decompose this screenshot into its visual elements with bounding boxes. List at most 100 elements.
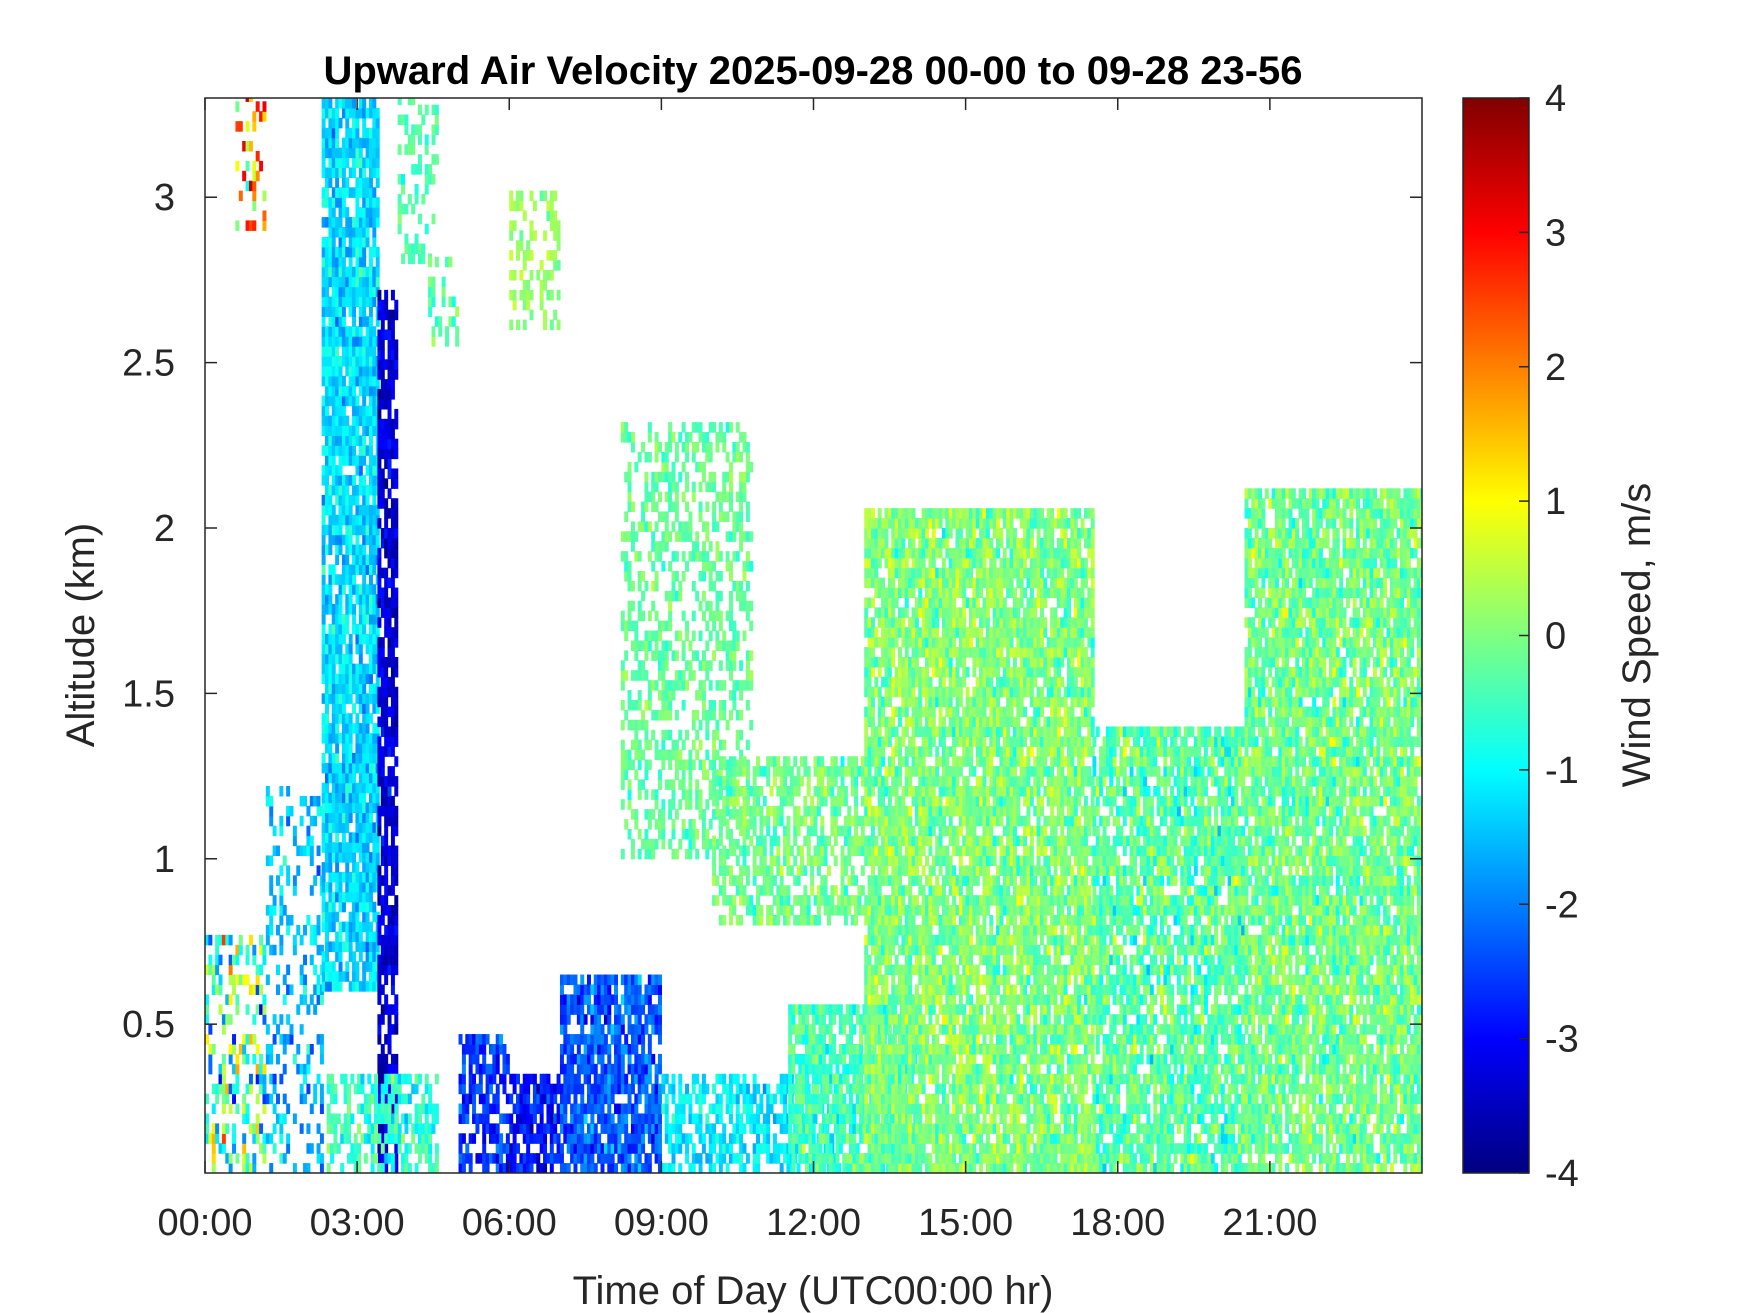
heatmap-cell	[728, 795, 733, 807]
heatmap-cell	[815, 1014, 820, 1025]
heatmap-cell	[325, 147, 329, 159]
heatmap-cell	[325, 683, 329, 694]
heatmap-cell	[348, 494, 353, 506]
heatmap-cell	[808, 1024, 813, 1035]
heatmap-cell	[380, 845, 385, 857]
heatmap-cell	[390, 934, 395, 946]
heatmap-cell	[685, 432, 690, 443]
heatmap-cell	[368, 504, 373, 516]
heatmap-cell	[739, 865, 744, 876]
heatmap-cell	[286, 1103, 291, 1115]
heatmap-cell	[563, 1034, 568, 1045]
heatmap-cell	[341, 683, 346, 694]
heatmap-cell	[352, 802, 357, 814]
heatmap-cell	[769, 885, 774, 896]
heatmap-cell	[647, 994, 652, 1005]
heatmap-cell	[701, 1073, 706, 1085]
heatmap-cell	[377, 776, 382, 787]
heatmap-cell	[630, 1083, 635, 1095]
heatmap-cell	[850, 915, 855, 926]
heatmap-cell	[728, 709, 733, 721]
heatmap-cell	[657, 541, 662, 552]
heatmap-cell	[532, 1103, 537, 1115]
heatmap-cell	[255, 964, 260, 976]
heatmap-cell	[502, 1053, 507, 1065]
heatmap-cell	[331, 395, 336, 407]
heatmap-cell	[647, 759, 652, 771]
heatmap-cell	[832, 1044, 837, 1055]
heatmap-cell	[362, 455, 367, 466]
heatmap-cell	[387, 905, 392, 916]
heatmap-cell	[705, 1123, 710, 1134]
heatmap-cell	[282, 1044, 287, 1055]
heatmap-cell	[499, 1113, 504, 1124]
heatmap-cell	[232, 1044, 237, 1055]
heatmap-cell	[390, 637, 395, 648]
heatmap-cell	[745, 531, 750, 542]
heatmap-cell	[262, 1073, 267, 1085]
heatmap-cell	[218, 1143, 223, 1154]
heatmap-cell	[718, 855, 723, 866]
heatmap-cell	[624, 551, 629, 562]
heatmap-cell	[529, 1123, 534, 1134]
heatmap-cell	[671, 481, 676, 493]
heatmap-cell	[808, 1123, 813, 1134]
heatmap-cell	[705, 501, 710, 513]
heatmap-cell	[681, 829, 686, 840]
heatmap-cell	[331, 653, 336, 665]
heatmap-cell	[299, 994, 304, 1005]
heatmap-cell	[691, 451, 696, 463]
heatmap-cell	[269, 905, 274, 916]
heatmap-cell	[637, 1024, 642, 1035]
heatmap-cell	[338, 653, 343, 665]
heatmap-cell	[394, 944, 399, 956]
heatmap-cell	[644, 501, 649, 513]
heatmap-cell	[321, 832, 326, 843]
heatmap-cell	[335, 246, 340, 258]
heatmap-cell	[228, 994, 233, 1005]
heatmap-cell	[365, 872, 370, 883]
heatmap-cell	[363, 1093, 368, 1105]
heatmap-cell	[688, 511, 693, 522]
heatmap-cell	[735, 1133, 740, 1144]
heatmap-cell	[843, 855, 848, 866]
heatmap-cell	[590, 1024, 595, 1035]
heatmap-cell	[742, 845, 747, 857]
heatmap-cell	[722, 865, 727, 876]
heatmap-cell	[232, 1063, 237, 1075]
heatmap-cell	[380, 786, 385, 797]
heatmap-cell	[345, 772, 350, 784]
heatmap-cell	[358, 544, 363, 556]
heatmap-cell	[759, 786, 764, 797]
heatmap-cell	[832, 1004, 837, 1015]
heatmap-cell	[722, 1143, 727, 1154]
heatmap-cell	[526, 1143, 531, 1154]
heatmap-cell	[331, 782, 336, 794]
heatmap-cell	[390, 607, 395, 618]
heatmap-cell	[522, 250, 527, 261]
heatmap-cell	[326, 1113, 331, 1124]
heatmap-cell	[607, 1133, 612, 1144]
heatmap-cell	[661, 1163, 666, 1173]
heatmap-cell	[715, 749, 720, 761]
heatmap-cell	[614, 1073, 619, 1085]
heatmap-cell	[843, 835, 848, 847]
heatmap-cell	[368, 901, 373, 913]
heatmap-cell	[394, 359, 399, 370]
heatmap-cell	[718, 1153, 723, 1164]
heatmap-cell	[328, 981, 333, 992]
heatmap-cell	[516, 1073, 520, 1085]
heatmap-cell	[576, 1083, 581, 1095]
heatmap-cell	[630, 1143, 635, 1154]
heatmap-cell	[674, 511, 679, 522]
heatmap-cell	[417, 1113, 422, 1124]
heatmap-cell	[362, 981, 367, 992]
heatmap-cell	[563, 1113, 568, 1124]
heatmap-cell	[262, 210, 267, 221]
heatmap-cell	[821, 1073, 826, 1085]
heatmap-cell	[343, 1073, 348, 1085]
heatmap-cell	[338, 207, 343, 218]
heatmap-cell	[745, 610, 750, 622]
heatmap-cell	[338, 296, 343, 307]
heatmap-cell	[654, 471, 659, 483]
